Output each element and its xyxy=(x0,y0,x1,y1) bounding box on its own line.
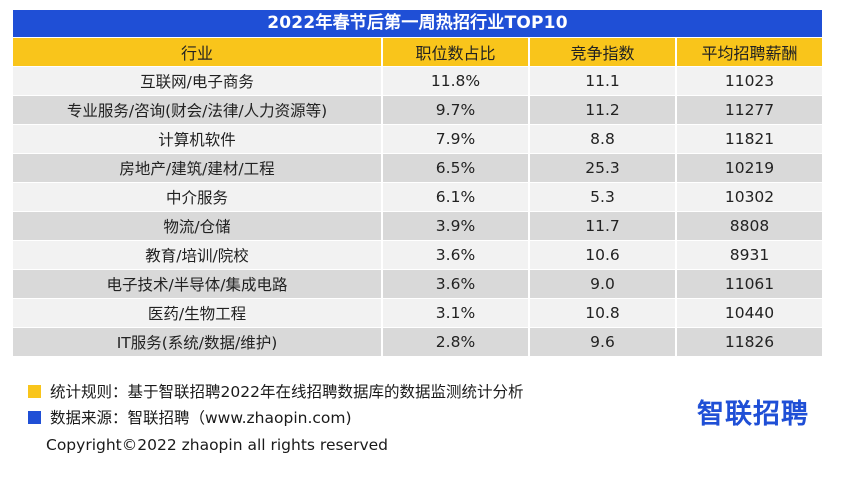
cell-competition: 11.7 xyxy=(530,211,677,240)
cell-share: 11.8% xyxy=(383,66,530,95)
cell-industry: 计算机软件 xyxy=(13,124,383,153)
yellow-square-icon xyxy=(28,384,41,398)
cell-competition: 25.3 xyxy=(530,153,677,182)
cell-competition: 11.1 xyxy=(530,66,677,95)
column-header-competition: 竞争指数 xyxy=(530,37,677,66)
cell-competition: 9.0 xyxy=(530,269,677,298)
cell-share: 2.8% xyxy=(383,327,530,356)
cell-competition: 10.8 xyxy=(530,298,677,327)
industry-table-panel: 2022年春节后第一周热招行业TOP10 行业 职位数占比 竞争指数 平均招聘薪… xyxy=(13,10,822,356)
zhaopin-logo: 智联招聘 xyxy=(697,399,809,430)
table-row: 医药/生物工程 3.1% 10.8 10440 xyxy=(13,298,822,327)
cell-salary: 10302 xyxy=(677,182,822,211)
legend-source: 数据来源：智联招聘（www.zhaopin.com) xyxy=(28,406,352,428)
column-header-salary: 平均招聘薪酬 xyxy=(677,37,822,66)
table-row: 房地产/建筑/建材/工程 6.5% 25.3 10219 xyxy=(13,153,822,182)
cell-industry: 中介服务 xyxy=(13,182,383,211)
cell-industry: 医药/生物工程 xyxy=(13,298,383,327)
cell-share: 6.1% xyxy=(383,182,530,211)
table-row: 中介服务 6.1% 5.3 10302 xyxy=(13,182,822,211)
cell-industry: 教育/培训/院校 xyxy=(13,240,383,269)
column-header-industry: 行业 xyxy=(13,37,383,66)
cell-share: 3.9% xyxy=(383,211,530,240)
table-row: 教育/培训/院校 3.6% 10.6 8931 xyxy=(13,240,822,269)
table-title: 2022年春节后第一周热招行业TOP10 xyxy=(13,10,822,37)
cell-share: 7.9% xyxy=(383,124,530,153)
cell-share: 3.6% xyxy=(383,240,530,269)
table-row: 计算机软件 7.9% 8.8 11821 xyxy=(13,124,822,153)
cell-salary: 11023 xyxy=(677,66,822,95)
cell-salary: 11826 xyxy=(677,327,822,356)
cell-industry: 物流/仓储 xyxy=(13,211,383,240)
cell-salary: 10440 xyxy=(677,298,822,327)
cell-competition: 8.8 xyxy=(530,124,677,153)
table-row: 专业服务/咨询(财会/法律/人力资源等) 9.7% 11.2 11277 xyxy=(13,95,822,124)
cell-industry: 专业服务/咨询(财会/法律/人力资源等) xyxy=(13,95,383,124)
table-row: 物流/仓储 3.9% 11.7 8808 xyxy=(13,211,822,240)
cell-industry: IT服务(系统/数据/维护) xyxy=(13,327,383,356)
legend-rule-text: 统计规则：基于智联招聘2022年在线招聘数据库的数据监测统计分析 xyxy=(50,383,524,401)
blue-square-icon xyxy=(28,410,41,424)
cell-industry: 互联网/电子商务 xyxy=(13,66,383,95)
cell-salary: 11061 xyxy=(677,269,822,298)
industry-table: 行业 职位数占比 竞争指数 平均招聘薪酬 互联网/电子商务 11.8% 11.1… xyxy=(13,37,822,356)
cell-salary: 10219 xyxy=(677,153,822,182)
table-header-row: 行业 职位数占比 竞争指数 平均招聘薪酬 xyxy=(13,37,822,66)
cell-competition: 5.3 xyxy=(530,182,677,211)
cell-salary: 8931 xyxy=(677,240,822,269)
legend-source-text: 数据来源：智联招聘（www.zhaopin.com) xyxy=(50,409,352,427)
column-header-share: 职位数占比 xyxy=(383,37,530,66)
table-row: 电子技术/半导体/集成电路 3.6% 9.0 11061 xyxy=(13,269,822,298)
copyright-text: Copyright©2022 zhaopin all rights reserv… xyxy=(46,436,389,454)
table-row: 互联网/电子商务 11.8% 11.1 11023 xyxy=(13,66,822,95)
cell-salary: 11821 xyxy=(677,124,822,153)
cell-share: 3.1% xyxy=(383,298,530,327)
cell-share: 6.5% xyxy=(383,153,530,182)
table-row: IT服务(系统/数据/维护) 2.8% 9.6 11826 xyxy=(13,327,822,356)
cell-competition: 9.6 xyxy=(530,327,677,356)
cell-share: 9.7% xyxy=(383,95,530,124)
cell-salary: 11277 xyxy=(677,95,822,124)
cell-share: 3.6% xyxy=(383,269,530,298)
cell-salary: 8808 xyxy=(677,211,822,240)
cell-industry: 电子技术/半导体/集成电路 xyxy=(13,269,383,298)
cell-competition: 11.2 xyxy=(530,95,677,124)
cell-industry: 房地产/建筑/建材/工程 xyxy=(13,153,383,182)
cell-competition: 10.6 xyxy=(530,240,677,269)
legend-rule: 统计规则：基于智联招聘2022年在线招聘数据库的数据监测统计分析 xyxy=(28,380,523,402)
